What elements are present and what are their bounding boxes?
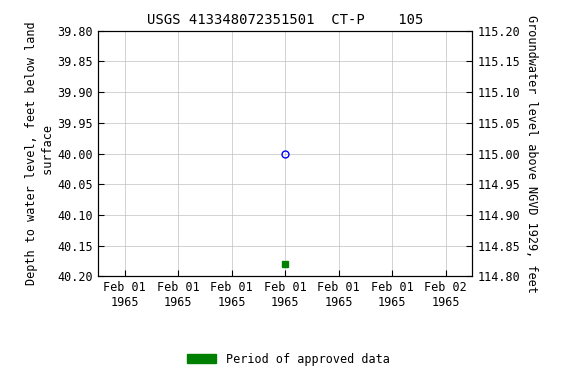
Title: USGS 413348072351501  CT-P    105: USGS 413348072351501 CT-P 105 (147, 13, 423, 27)
Y-axis label: Groundwater level above NGVD 1929, feet: Groundwater level above NGVD 1929, feet (525, 15, 539, 293)
Y-axis label: Depth to water level, feet below land
 surface: Depth to water level, feet below land su… (25, 22, 55, 285)
Legend: Period of approved data: Period of approved data (182, 348, 394, 371)
